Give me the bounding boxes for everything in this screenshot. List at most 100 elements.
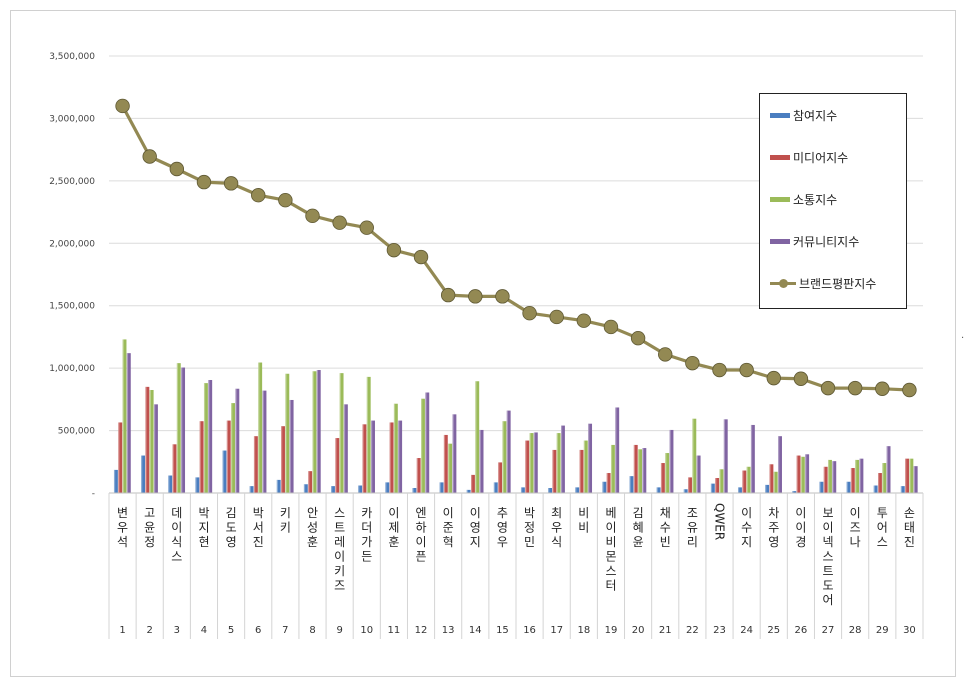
bar <box>533 432 538 493</box>
legend: 참여지수 미디어지수 소통지수 커뮤니티지수 브랜드평판지수 <box>759 93 907 309</box>
bar <box>805 454 810 493</box>
bar-highlight <box>900 486 903 493</box>
x-category-char: 지 <box>741 535 752 549</box>
bar-highlight <box>475 381 477 493</box>
x-category-char: 유 <box>687 521 698 535</box>
bar <box>683 489 688 493</box>
bar <box>339 373 344 493</box>
x-category-char: 비 <box>605 535 616 549</box>
bar-highlight <box>199 421 201 493</box>
bar <box>529 433 534 493</box>
bar-highlight <box>615 407 617 493</box>
bar-highlight <box>258 362 260 493</box>
x-category-char: 리 <box>687 535 698 549</box>
x-category-label: 이제훈 <box>388 506 399 549</box>
bar <box>362 424 367 493</box>
bar <box>855 459 860 493</box>
bar-highlight <box>113 469 116 493</box>
chart-frame: - 500,000 1,000,000 1,500,000 2,000,000 2,500… <box>10 10 956 677</box>
bar-highlight <box>285 373 287 493</box>
bar <box>633 444 638 493</box>
bar <box>692 418 697 493</box>
y-tick-label: 500,000 <box>58 427 95 437</box>
x-rank-label: 11 <box>388 625 401 636</box>
legend-label-participation: 참여지수 <box>793 108 838 123</box>
bar <box>561 425 565 493</box>
brand-point <box>359 220 374 235</box>
bar <box>606 473 611 493</box>
bar-highlight <box>498 462 500 493</box>
bar <box>882 463 887 493</box>
bar-highlight <box>773 471 775 493</box>
bar-highlight <box>800 456 803 493</box>
x-category-char: 도 <box>226 521 237 535</box>
bar-highlight <box>203 383 206 493</box>
bar <box>285 373 290 493</box>
bar-highlight <box>683 489 685 493</box>
x-category-char: 트 <box>823 564 834 578</box>
bar <box>525 440 530 493</box>
bar <box>552 449 557 493</box>
bar-highlight <box>249 486 251 493</box>
x-rank-label: 8 <box>309 625 315 636</box>
bar-highlight <box>579 449 581 493</box>
bar-highlight <box>412 488 414 493</box>
bar-highlight <box>742 470 744 493</box>
bar <box>208 380 213 493</box>
bar-highlight <box>823 466 825 493</box>
x-category-label: 이영지 <box>470 506 481 549</box>
x-rank-label: 22 <box>686 625 699 636</box>
bar-highlight <box>398 420 400 493</box>
brand-point <box>495 289 510 304</box>
x-category-char: 트 <box>334 521 345 535</box>
brand-point <box>413 249 429 265</box>
x-category-char: 어 <box>877 521 888 535</box>
bar <box>913 466 918 493</box>
x-category-char: 준 <box>443 521 454 535</box>
brand-point <box>902 382 917 398</box>
bar-highlight <box>208 380 210 493</box>
bar <box>629 476 634 493</box>
bar-highlight <box>520 487 523 493</box>
x-category-label: 키키 <box>280 506 291 535</box>
bar-highlight <box>222 450 224 493</box>
bar-highlight <box>533 432 536 493</box>
x-rank-label: 21 <box>659 625 672 636</box>
x-category-char: 스 <box>171 550 182 564</box>
bar-highlight <box>172 444 174 493</box>
bar-highlight <box>154 404 156 493</box>
bar <box>900 486 905 493</box>
bar <box>154 404 158 493</box>
y-tick-label: 1,000,000 <box>49 364 95 374</box>
x-category-char: 우 <box>551 521 562 535</box>
x-category-char: 윤 <box>633 535 644 549</box>
bar <box>556 433 561 493</box>
legend-item-media: 미디어지수 <box>770 149 848 165</box>
bar-highlight <box>913 466 915 493</box>
bar <box>746 466 751 493</box>
x-category-char: 박 <box>198 506 209 520</box>
bar <box>421 398 425 493</box>
x-category-char: 김 <box>633 506 644 520</box>
x-category-char: 하 <box>416 521 427 535</box>
bar <box>796 455 801 493</box>
bar <box>253 436 258 493</box>
y-tick-label: 1,500,000 <box>49 302 95 312</box>
x-category-char: 엔 <box>416 506 427 520</box>
x-rank-label: 18 <box>577 625 590 636</box>
bar-highlight <box>339 373 341 493</box>
bar <box>479 429 484 493</box>
x-category-char: 안 <box>307 506 318 520</box>
x-category-char: 스 <box>605 564 616 578</box>
bar <box>506 410 511 493</box>
x-category-char: 스 <box>334 506 345 520</box>
bar <box>723 419 728 493</box>
x-category-char: 이 <box>795 506 806 520</box>
bar <box>873 485 878 493</box>
x-category-char: 경 <box>795 535 806 549</box>
x-category-char: 스 <box>823 550 834 564</box>
bar <box>498 462 503 493</box>
x-category-char: 우 <box>497 535 508 549</box>
x-category-label: 김혜윤 <box>633 506 644 549</box>
